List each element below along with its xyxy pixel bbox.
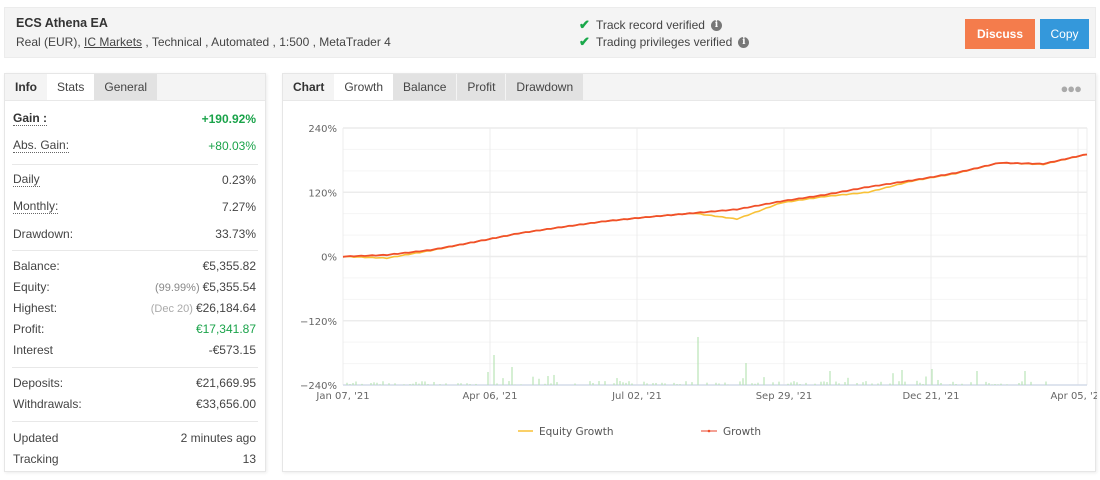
stats-panel: Info Stats General Gain : +190.92% Abs. … — [4, 73, 266, 472]
stat-highest: Highest: (Dec 20) €26,184.64 — [13, 299, 256, 317]
x-tick-label: Apr 06, '21 — [462, 391, 517, 402]
stat-label: Deposits: — [13, 376, 64, 390]
account-type: Real (EUR), — [16, 35, 85, 49]
stat-label[interactable]: Abs. Gain: — [13, 138, 70, 153]
copy-button[interactable]: Copy — [1040, 19, 1089, 49]
x-tick-label: Jan 07, '21 — [315, 391, 369, 402]
stat-label: Highest: — [13, 301, 58, 315]
growth-chart[interactable]: Jan 07, '21 Apr 06, '21 Jul 02, '21 Sep 29,… — [283, 74, 1097, 473]
divider — [12, 421, 258, 422]
y-tick-label: −120% — [300, 317, 337, 328]
stat-value: €21,669.95 — [195, 376, 256, 390]
legend-growth[interactable]: Growth — [723, 426, 761, 438]
y-tick-label: −240% — [300, 381, 337, 392]
divider — [12, 164, 258, 165]
stat-deposits: Deposits: €21,669.95 — [13, 374, 256, 392]
x-tick-label: Jul 02, '21 — [611, 391, 662, 402]
y-tick-label: 240% — [308, 124, 337, 135]
stat-value: +80.03% — [208, 139, 256, 153]
stat-updated: Updated 2 minutes ago — [13, 429, 256, 447]
tab-drawdown[interactable]: Drawdown — [506, 74, 584, 100]
stat-label: Tracking — [13, 452, 59, 466]
stat-label[interactable]: Daily — [13, 172, 40, 187]
system-header: ECS Athena EA Real (EUR), IC Markets , T… — [4, 7, 1096, 58]
verification-label: Track record verified — [596, 18, 705, 32]
equity-growth-line — [342, 153, 1088, 260]
broker-link[interactable]: IC Markets — [84, 35, 143, 49]
check-icon: ✔ — [579, 17, 590, 32]
stat-profit: Profit: €17,341.87 — [13, 320, 256, 338]
stat-label: Profit: — [13, 322, 45, 336]
stat-label[interactable]: Monthly: — [13, 199, 59, 214]
activity-bars — [346, 337, 1047, 385]
stat-equity: Equity: (99.99%) €5,355.54 — [13, 278, 256, 296]
stat-interest: Interest -€573.15 — [13, 341, 256, 359]
stat-label: Equity: — [13, 280, 50, 294]
stat-value: €33,656.00 — [195, 397, 256, 411]
stat-drawdown: Drawdown: 33.73% — [13, 225, 256, 243]
tab-general[interactable]: General — [94, 74, 158, 100]
stat-abs-gain: Abs. Gain: +80.03% — [13, 137, 256, 155]
tab-info[interactable]: Info — [15, 80, 37, 94]
verification-label: Trading privileges verified — [596, 35, 733, 49]
ellipsis-icon[interactable]: ●●● — [1060, 81, 1082, 96]
stat-value: 33.73% — [215, 227, 256, 241]
divider — [12, 250, 258, 251]
stat-value: 2 minutes ago — [180, 431, 256, 445]
stat-value: 0.23% — [221, 173, 256, 187]
growth-line — [342, 153, 1088, 258]
stat-monthly: Monthly: 7.27% — [13, 198, 256, 216]
tab-stats[interactable]: Stats — [47, 74, 95, 100]
stat-value: 13 — [242, 452, 256, 466]
info-icon[interactable]: i — [738, 36, 750, 48]
tab-balance[interactable]: Balance — [393, 74, 457, 100]
stat-value: -€573.15 — [208, 343, 256, 357]
x-tick-label: Dec 21, '21 — [902, 391, 959, 402]
system-subtitle: Real (EUR), IC Markets , Technical , Aut… — [16, 35, 391, 49]
stat-balance: Balance: €5,355.82 — [13, 257, 256, 275]
y-tick-label: 0% — [321, 253, 337, 264]
divider — [12, 367, 258, 368]
track-record-verified: ✔ Track record verified i — [579, 17, 722, 33]
stat-daily: Daily 0.23% — [13, 171, 256, 189]
stat-value: €26,184.64 — [195, 301, 256, 315]
system-title: ECS Athena EA — [16, 16, 108, 30]
equity-percent: (99.99%) — [154, 282, 200, 294]
chart-legend: Equity Growth Growth — [518, 426, 761, 438]
system-details: , Technical , Automated , 1:500 , MetaTr… — [142, 35, 391, 49]
stat-value: €5,355.54 — [202, 280, 256, 294]
tab-chart[interactable]: Chart — [293, 80, 325, 94]
chart-panel: Chart Growth Balance Profit Drawdown ●●●… — [282, 73, 1097, 473]
stat-label[interactable]: Gain : — [13, 111, 48, 126]
discuss-button[interactable]: Discuss — [965, 19, 1035, 49]
stat-value: +190.92% — [201, 112, 256, 126]
y-tick-label: 120% — [308, 188, 337, 199]
stat-gain: Gain : +190.92% — [13, 110, 256, 128]
stat-label: Interest — [13, 343, 54, 357]
stat-label: Withdrawals: — [13, 397, 82, 411]
stat-value: €5,355.82 — [202, 259, 256, 273]
highest-date: (Dec 20) — [150, 303, 193, 315]
tab-profit[interactable]: Profit — [457, 74, 506, 100]
chart-tabbar: Chart Growth Balance Profit Drawdown — [283, 74, 1095, 101]
stat-label: Updated — [13, 431, 59, 445]
stat-value: 7.27% — [221, 200, 256, 214]
x-tick-label: Sep 29, '21 — [756, 391, 813, 402]
stat-label: Drawdown: — [13, 227, 74, 241]
stat-label: Balance: — [13, 259, 60, 273]
x-tick-label: Apr 05, '22 — [1050, 391, 1097, 402]
trading-privileges-verified: ✔ Trading privileges verified i — [579, 34, 750, 50]
tab-growth[interactable]: Growth — [334, 74, 394, 100]
check-icon: ✔ — [579, 34, 590, 49]
legend-equity-growth[interactable]: Equity Growth — [539, 426, 614, 438]
stat-tracking: Tracking 13 — [13, 450, 256, 468]
stats-tabbar: Info Stats General — [5, 74, 265, 101]
stat-withdrawals: Withdrawals: €33,656.00 — [13, 395, 256, 413]
info-icon[interactable]: i — [710, 19, 722, 31]
stat-value: €17,341.87 — [195, 322, 256, 336]
